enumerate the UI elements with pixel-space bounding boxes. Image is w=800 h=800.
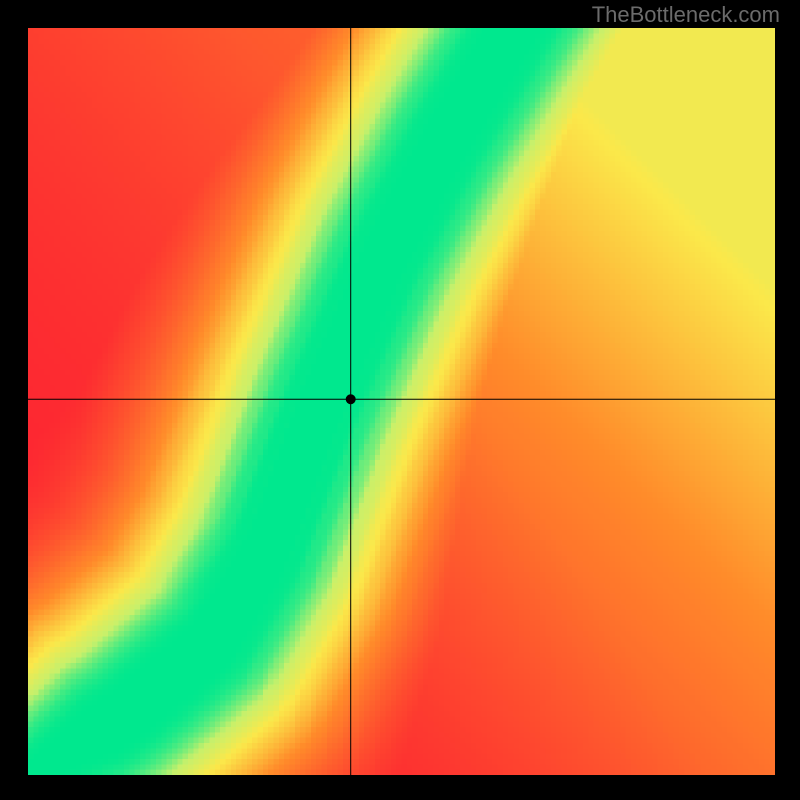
bottleneck-heatmap <box>28 28 775 775</box>
chart-container: TheBottleneck.com <box>0 0 800 800</box>
watermark-text: TheBottleneck.com <box>592 2 780 28</box>
